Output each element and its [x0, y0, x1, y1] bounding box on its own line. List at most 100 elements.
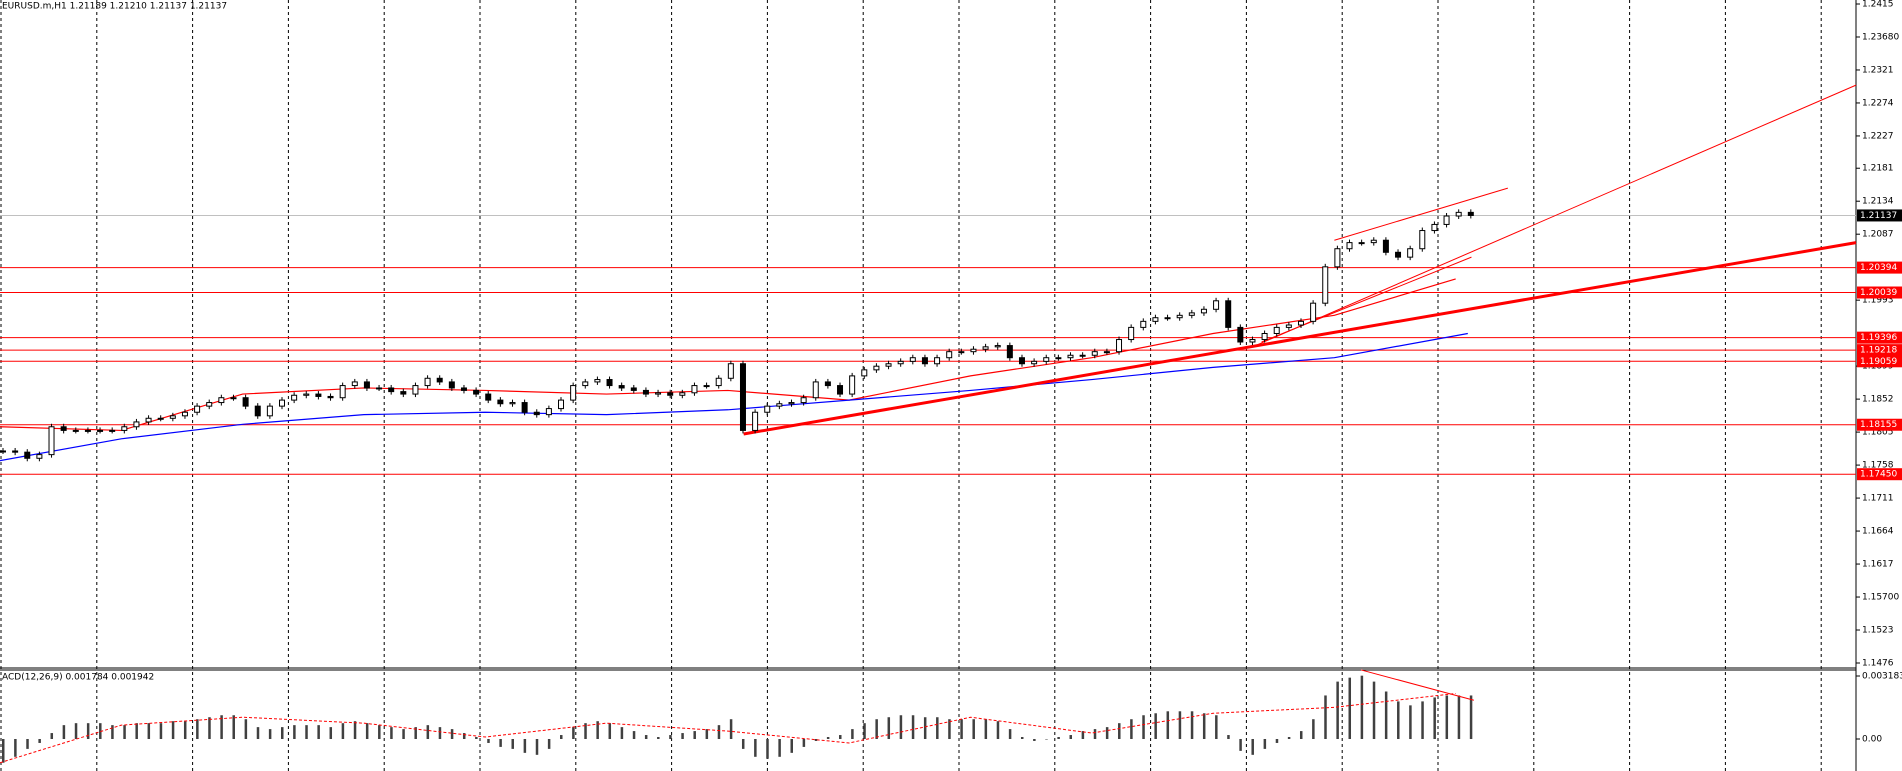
candle: [1395, 251, 1402, 258]
candle: [412, 385, 419, 395]
macd-bar: [390, 727, 393, 739]
macd-bar: [305, 725, 308, 739]
macd-trendline: [1360, 669, 1475, 701]
trendline: [743, 241, 1857, 436]
macd-bar: [657, 737, 660, 739]
candle: [788, 402, 795, 405]
candle: [473, 389, 480, 395]
candle: [436, 377, 443, 383]
candle: [1370, 239, 1377, 244]
macd-bar: [766, 738, 769, 759]
macd-bar: [899, 715, 903, 739]
level-label: 1.19218: [1860, 346, 1897, 356]
candle: [655, 392, 662, 395]
macd-bar: [1081, 731, 1085, 739]
candle: [351, 381, 358, 387]
candle: [254, 405, 261, 417]
macd-bar: [1251, 738, 1254, 755]
candle: [218, 397, 225, 404]
candle: [424, 377, 431, 387]
candle: [776, 403, 783, 407]
macd-bar: [1118, 723, 1121, 739]
macd-bar: [1142, 715, 1145, 739]
candle: [1419, 230, 1426, 250]
macd-bar: [1033, 738, 1036, 741]
macd-bar: [1008, 729, 1012, 739]
candle: [0, 450, 6, 453]
candle: [315, 393, 322, 397]
last-price-box: [1857, 209, 1902, 222]
macd-bar: [1348, 677, 1352, 739]
trendline: [1261, 256, 1472, 343]
candle: [727, 363, 734, 379]
macd-bar: [984, 719, 988, 739]
candle: [1455, 211, 1462, 217]
candle: [703, 385, 710, 388]
candle: [1018, 357, 1025, 365]
macd-bar: [50, 733, 54, 739]
macd-bar: [487, 738, 490, 743]
macd-bar: [1397, 701, 1400, 739]
macd-bar: [99, 723, 102, 739]
candle: [715, 377, 722, 387]
y-tick-label: 1.1758: [1862, 461, 1894, 471]
macd-bar: [329, 727, 333, 739]
macd-bar: [1312, 719, 1315, 739]
candle: [84, 429, 91, 432]
candle: [97, 429, 104, 432]
candle: [48, 426, 55, 456]
macd-bar: [802, 738, 806, 747]
macd-bar: [669, 735, 672, 739]
level-label-box: [1857, 355, 1902, 368]
candle: [230, 397, 237, 400]
macd-bar: [426, 725, 430, 739]
macd-bar: [268, 729, 272, 739]
candle: [194, 405, 201, 413]
candle: [582, 381, 589, 387]
candle: [145, 417, 152, 423]
time-grid: [0, 0, 1822, 771]
macd-bar: [1069, 735, 1073, 739]
macd-bar: [1215, 715, 1218, 739]
candle: [133, 421, 140, 428]
macd-bar: [2, 738, 5, 763]
y-tick-label: 1.1476: [1862, 659, 1894, 669]
macd-bar: [778, 738, 781, 757]
macd-bar: [1469, 695, 1473, 739]
macd-bar: [1093, 729, 1097, 739]
macd-bar: [996, 721, 1000, 739]
candle: [642, 389, 649, 395]
macd-bar: [1287, 737, 1291, 739]
macd-bar: [244, 719, 248, 739]
macd-bar: [14, 738, 17, 757]
level-label-box: [1857, 418, 1902, 431]
level-label-box: [1857, 344, 1902, 357]
macd-signal: [0, 692, 1456, 764]
candle: [1297, 320, 1304, 326]
macd-bar: [281, 727, 284, 739]
macd-bar: [960, 719, 963, 739]
candle: [837, 385, 844, 395]
macd-bar: [1202, 713, 1206, 739]
candle: [545, 408, 552, 416]
candle: [339, 385, 346, 399]
level-label-box: [1857, 331, 1902, 344]
macd-bar: [1239, 738, 1242, 751]
macd-bar: [741, 738, 745, 749]
macd-bar: [547, 738, 551, 749]
macd-bar: [1263, 738, 1267, 749]
candle: [266, 405, 273, 417]
macd-bar: [74, 723, 78, 739]
macd-bar: [208, 717, 211, 739]
candle: [1079, 354, 1086, 357]
macd-bar: [1275, 738, 1279, 743]
macd-bar: [596, 721, 599, 739]
level-label-box: [1857, 468, 1902, 481]
macd-bar: [341, 723, 345, 739]
macd-bar: [1433, 697, 1436, 739]
candle: [897, 360, 904, 365]
macd-bar: [1299, 731, 1303, 739]
candle: [1358, 242, 1365, 245]
candle: [752, 411, 759, 431]
